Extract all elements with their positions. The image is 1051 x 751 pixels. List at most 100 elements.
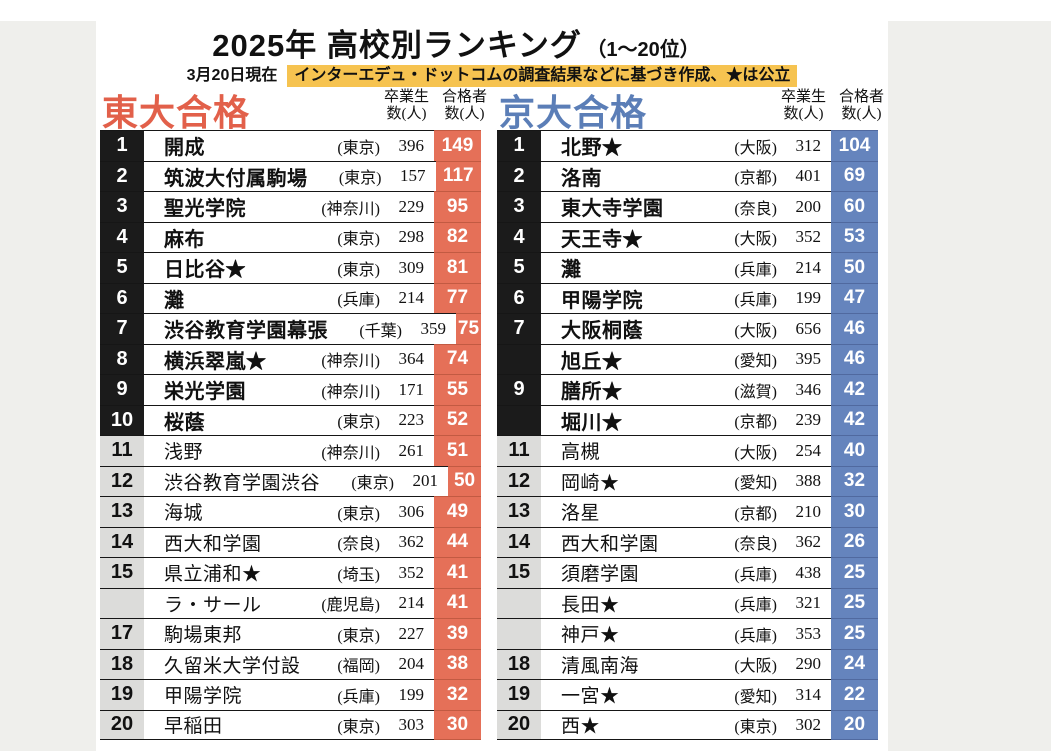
graduates-count: 438 bbox=[795, 562, 822, 582]
school-name: 須磨学園 bbox=[561, 564, 640, 586]
passers-count: 41 bbox=[434, 557, 481, 588]
school-name: 筑波大付属駒場 bbox=[164, 167, 308, 190]
rank-cell: 3 bbox=[497, 192, 541, 222]
graduates-count: 303 bbox=[398, 714, 425, 734]
passers-count: 46 bbox=[831, 313, 878, 344]
school-name: 渋谷教育学園幕張 bbox=[164, 320, 328, 343]
rank-cell: 14 bbox=[100, 527, 144, 557]
graduates-count: 401 bbox=[795, 166, 822, 186]
school-name: 一宮★ bbox=[561, 686, 620, 708]
prefecture: (鹿児島) bbox=[321, 597, 380, 615]
passers-count: 52 bbox=[434, 404, 481, 435]
passers-header-line1: 合格者 bbox=[441, 89, 487, 105]
table-row: 6 灘 (兵庫) 214 77 bbox=[100, 282, 481, 313]
graduates-count: 254 bbox=[795, 440, 822, 460]
prefecture: (愛知) bbox=[734, 475, 777, 493]
passers-count: 22 bbox=[831, 679, 878, 710]
rank-divider bbox=[541, 588, 546, 618]
passers-header-line2: 数(人) bbox=[444, 106, 485, 122]
graduates-header-line2: 数(人) bbox=[783, 106, 824, 122]
graduates-count: 199 bbox=[398, 684, 425, 704]
row-main: 9 栄光学園 (神奈川) 171 bbox=[100, 374, 434, 405]
row-main: 19 一宮★ (愛知) 314 bbox=[497, 679, 831, 710]
school-name: 聖光学院 bbox=[164, 198, 246, 221]
rank-cell: 20 bbox=[497, 710, 541, 739]
passers-count: 82 bbox=[434, 221, 481, 252]
passers-count: 30 bbox=[434, 709, 481, 740]
graduates-count: 229 bbox=[398, 196, 425, 216]
passers-count: 25 bbox=[831, 587, 878, 618]
graduates-count: 201 bbox=[412, 471, 439, 491]
graduates-count: 171 bbox=[398, 379, 425, 399]
graduates-count: 364 bbox=[398, 349, 425, 369]
rank-cell bbox=[497, 405, 541, 435]
rank-divider bbox=[144, 283, 149, 313]
row-main: 6 甲陽学院 (兵庫) 199 bbox=[497, 282, 831, 313]
rank-cell: 4 bbox=[100, 222, 144, 252]
table-row: 1 北野★ (大阪) 312 104 bbox=[497, 130, 878, 161]
row-main: 7 渋谷教育学園幕張 (千葉) 359 bbox=[100, 313, 456, 344]
table-row: 9 膳所★ (滋賀) 346 42 bbox=[497, 374, 878, 405]
passers-count: 24 bbox=[831, 648, 878, 679]
school-name: 灘 bbox=[164, 289, 185, 312]
graduates-count: 306 bbox=[398, 501, 425, 521]
rank-cell: 5 bbox=[497, 253, 541, 283]
school-name: 栄光学園 bbox=[164, 381, 246, 404]
row-main: 12 岡崎★ (愛知) 388 bbox=[497, 465, 831, 496]
graduates-count: 239 bbox=[795, 410, 822, 430]
title-suffix: （1～20位） bbox=[586, 39, 700, 61]
row-main: 1 北野★ (大阪) 312 bbox=[497, 130, 831, 161]
prefecture: (愛知) bbox=[734, 353, 777, 371]
passers-count: 26 bbox=[831, 526, 878, 557]
row-main: 14 西大和学園 (奈良) 362 bbox=[100, 526, 434, 557]
passers-count: 50 bbox=[831, 252, 878, 283]
school-name: 北野★ bbox=[561, 137, 623, 160]
graduates-count: 346 bbox=[795, 379, 822, 399]
row-main: 7 大阪桐蔭 (大阪) 656 bbox=[497, 313, 831, 344]
prefecture: (神奈川) bbox=[321, 444, 380, 462]
passers-count: 95 bbox=[434, 191, 481, 222]
prefecture: (大阪) bbox=[734, 444, 777, 462]
rank-divider bbox=[541, 405, 546, 435]
row-main: 4 天王寺★ (大阪) 352 bbox=[497, 221, 831, 252]
row-main: 3 東大寺学園 (奈良) 200 bbox=[497, 191, 831, 222]
section-heading-kyodai: 京大合格 bbox=[499, 92, 648, 133]
table-row: 8 横浜翠嵐★ (神奈川) 364 74 bbox=[100, 343, 481, 374]
rank-cell: 19 bbox=[497, 680, 541, 710]
table-row: 20 早稲田 (東京) 303 30 bbox=[100, 709, 481, 740]
graduates-header-line1: 卒業生 bbox=[780, 89, 826, 105]
table-row: 2 筑波大付属駒場 (東京) 157 117 bbox=[100, 160, 481, 191]
rank-divider bbox=[541, 466, 546, 496]
passers-count: 75 bbox=[456, 313, 481, 344]
table-row: 13 洛星 (京都) 210 30 bbox=[497, 496, 878, 527]
row-main: 11 高槻 (大阪) 254 bbox=[497, 435, 831, 466]
graduates-count: 204 bbox=[398, 654, 425, 674]
ranking-table-kyodai: 1 北野★ (大阪) 312 104 2 洛南 (京都) 401 69 3 東大… bbox=[497, 130, 878, 740]
school-name: 長田★ bbox=[561, 594, 620, 616]
graduates-header-line2: 数(人) bbox=[386, 106, 427, 122]
prefecture: (大阪) bbox=[734, 231, 777, 249]
passers-count: 49 bbox=[434, 496, 481, 527]
rank-divider bbox=[541, 680, 546, 710]
rank-cell: 4 bbox=[497, 222, 541, 252]
prefecture: (東京) bbox=[337, 505, 380, 523]
row-main: 13 洛星 (京都) 210 bbox=[497, 496, 831, 527]
school-name: 開成 bbox=[164, 137, 205, 160]
rank-cell bbox=[497, 619, 541, 649]
passers-count: 42 bbox=[831, 374, 878, 405]
passers-count: 30 bbox=[831, 496, 878, 527]
graduates-count: 261 bbox=[398, 440, 425, 460]
table-row: 5 灘 (兵庫) 214 50 bbox=[497, 252, 878, 283]
table-row: 20 西★ (東京) 302 20 bbox=[497, 709, 878, 740]
row-main: 18 久留米大学付設 (福岡) 204 bbox=[100, 648, 434, 679]
row-main: 20 早稲田 (東京) 303 bbox=[100, 709, 434, 740]
table-row: 18 久留米大学付設 (福岡) 204 38 bbox=[100, 648, 481, 679]
passers-count: 117 bbox=[435, 160, 481, 191]
rank-cell: 1 bbox=[497, 131, 541, 161]
passers-count: 25 bbox=[831, 618, 878, 649]
graduates-count: 656 bbox=[795, 318, 822, 338]
school-name: 日比谷★ bbox=[164, 259, 246, 282]
school-name: 甲陽学院 bbox=[164, 686, 243, 708]
prefecture: (愛知) bbox=[734, 688, 777, 706]
